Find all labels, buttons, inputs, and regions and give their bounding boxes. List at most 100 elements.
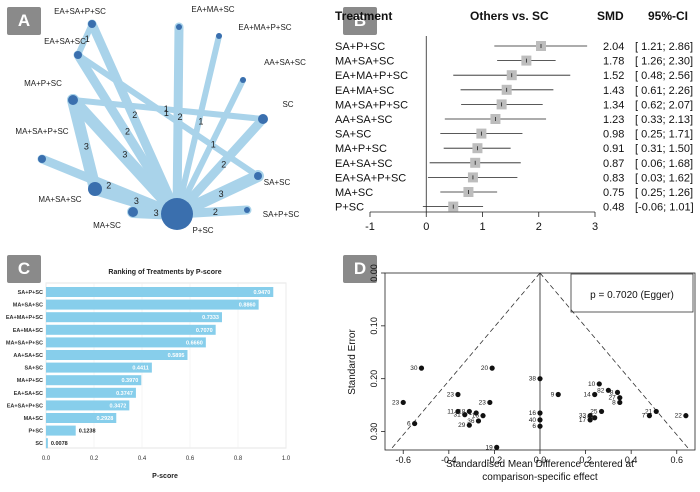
bar-category-label: SA+P+SC <box>18 290 43 296</box>
bar-category-label: MA+SA+P+SC <box>6 340 43 346</box>
bar-ma-sa-p-sc <box>46 337 206 348</box>
bar-chart-xlabel: P-score <box>152 473 178 480</box>
forest-row-label: P+SC <box>335 202 364 214</box>
funnel-point <box>592 391 598 398</box>
forest-row-label: EA+MA+SC <box>335 85 394 97</box>
funnel-point-label: 16 <box>529 410 537 417</box>
panel-label-a: A <box>7 7 41 35</box>
funnel-point <box>487 399 493 406</box>
funnel-point <box>494 444 500 450</box>
network-node-ea-ma-sc <box>176 24 182 30</box>
network-node-label: MA+SC <box>93 221 121 230</box>
funnel-point-label: 1 <box>469 410 473 417</box>
funnel-point-label: 22 <box>675 413 683 420</box>
bar-category-label: SA+SC <box>25 366 44 372</box>
forest-ci-value: [ 0.03; 1.62] <box>635 172 693 184</box>
forest-x-tick-label: -1 <box>365 221 375 233</box>
forest-smd-value: 1.43 <box>603 85 624 97</box>
network-node-label: MA+SA+P+SC <box>15 127 68 136</box>
network-node-label: P+SC <box>192 226 213 235</box>
bar-ma-p-sc <box>46 375 142 386</box>
funnel-point <box>462 412 468 418</box>
network-edge-count: 1 <box>164 104 169 114</box>
network-graph: EA+SA+P+SC EA+MA+SC EA+MA+P+SC EA+SA+SC AA+S… <box>15 5 306 235</box>
network-edge-ma-sa-sc-to-ma-p-sc <box>67 94 101 195</box>
bar-value-label: 0.8860 <box>239 303 256 309</box>
network-node-label: SC <box>282 100 293 109</box>
bar-category-label: MA+SC <box>24 416 43 422</box>
funnel-point <box>587 413 593 419</box>
funnel-ylabel: Standard Error <box>347 329 358 395</box>
forest-smd-value: 1.52 <box>603 70 624 82</box>
network-edge-count: 2 <box>125 126 130 136</box>
forest-ci-value: [ 1.26; 2.30] <box>635 56 693 68</box>
forest-smd-value: 0.98 <box>603 129 624 141</box>
bar-category-label: EA+SA+P+SC <box>7 403 43 409</box>
funnel-point-label: 16 <box>472 413 480 420</box>
bar-x-tick-label: 1.0 <box>282 456 291 462</box>
network-edge-count: 3 <box>84 141 89 151</box>
funnel-point-label: 38 <box>529 376 537 383</box>
bar-sa-p-sc <box>46 287 274 297</box>
network-edge-count: 3 <box>134 196 139 206</box>
funnel-point <box>617 395 623 401</box>
forest-smd-value: 0.75 <box>603 187 624 199</box>
forest-ci-value: [ 0.61; 2.26] <box>635 85 693 97</box>
network-edge-count: 2 <box>213 207 218 217</box>
network-edge-count: 2 <box>106 180 111 190</box>
forest-ci-value: [ 0.25; 1.26] <box>635 187 693 199</box>
funnel-point-label: 23 <box>392 399 400 406</box>
forest-row-label: MA+P+SC <box>335 143 387 155</box>
forest-x-tick-label: 3 <box>592 221 598 233</box>
funnel-point <box>587 417 593 423</box>
forest-row-label: SA+SC <box>335 129 371 141</box>
funnel-x-tick-label: -0.2 <box>487 455 503 465</box>
forest-ci-value: [ 0.48; 2.56] <box>635 70 693 82</box>
bar-category-label: EA+SA+SC <box>14 391 43 397</box>
bar-x-tick-label: 0.2 <box>90 456 99 462</box>
bar-value-label: 0.9470 <box>253 290 270 296</box>
network-node-sc <box>258 114 268 124</box>
forest-smd-value: 1.34 <box>603 99 624 111</box>
network-edge-ea-sa-p-sc-to-p-sc <box>87 19 182 219</box>
funnel-x-tick-label: -0.4 <box>441 455 457 465</box>
bar-x-tick-label: 0.8 <box>234 456 243 462</box>
funnel-point <box>455 408 461 415</box>
funnel-y-tick-label: 0.00 <box>369 264 379 282</box>
forest-row-label: EA+SA+P+SC <box>335 172 406 184</box>
bar-category-label: MA+P+SC <box>17 378 43 384</box>
funnel-point-label: 11 <box>447 408 454 415</box>
bar-category-label: AA+SA+SC <box>13 353 43 359</box>
funnel-left-limit <box>390 272 541 451</box>
network-node-label: AA+SA+SC <box>264 58 306 67</box>
funnel-point-label: 9 <box>551 392 555 399</box>
forest-ci-value: [ 0.25; 1.71] <box>635 129 693 141</box>
network-node-sa-p-sc <box>244 207 250 213</box>
network-node-ea-sa-sc <box>74 51 82 59</box>
funnel-point <box>646 413 653 419</box>
network-edge-count: 1 <box>211 139 216 149</box>
funnel-point-label: 36 <box>467 418 475 425</box>
funnel-point-label: 23 <box>479 399 487 406</box>
network-node-ea-ma-p-sc <box>216 33 222 39</box>
network-edge-count: 1 <box>198 116 203 126</box>
funnel-point <box>480 413 486 419</box>
forest-smd-value: 0.91 <box>603 143 624 155</box>
forest-smd-value: 0.87 <box>603 158 624 170</box>
funnel-plot: Standard Error Standardised Mean Differe… <box>347 264 696 483</box>
bar-aa-sa-sc <box>46 350 188 360</box>
funnel-point <box>400 399 406 406</box>
forest-header-comparison: Others vs. SC <box>470 9 549 23</box>
funnel-point-label: 18 <box>458 408 466 415</box>
funnel-x-tick-label: 0.0 <box>534 455 547 465</box>
funnel-point <box>466 422 472 428</box>
bar-value-label: 0.1238 <box>79 429 96 435</box>
funnel-point-label: 40 <box>529 417 537 424</box>
funnel-point <box>614 389 621 396</box>
funnel-point <box>598 408 605 415</box>
funnel-point <box>592 415 598 421</box>
network-node-label: MA+P+SC <box>24 79 62 88</box>
forest-header-ci: 95%-CI <box>648 9 688 23</box>
bar-category-label: EA+MA+SC <box>13 328 43 334</box>
bar-x-tick-label: 0.4 <box>138 456 147 462</box>
